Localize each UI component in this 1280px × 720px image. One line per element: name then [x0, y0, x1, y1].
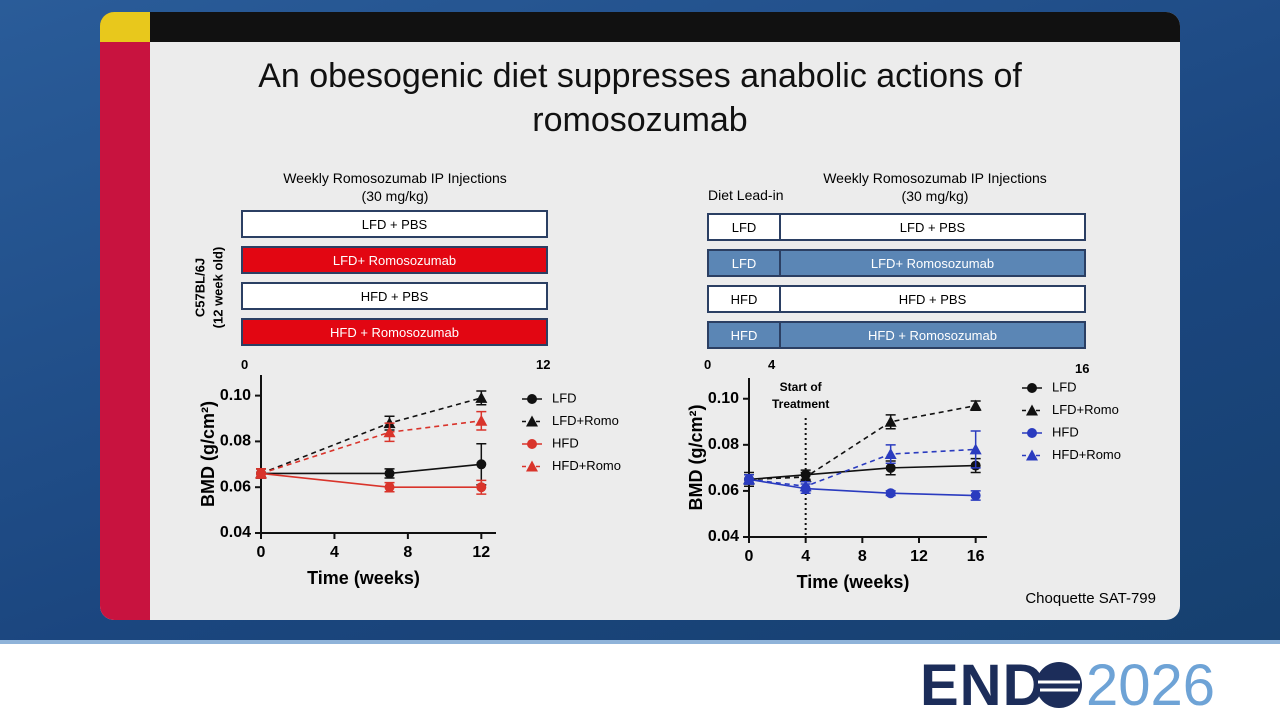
x-tick-label: 8 — [403, 544, 412, 561]
group-box: HFD + Romosozumab — [241, 318, 548, 346]
legend-label: LFD — [552, 390, 577, 405]
marker — [527, 394, 537, 404]
marker — [527, 439, 537, 449]
legend-label: LFD+Romo — [1052, 402, 1119, 417]
timeline-label: 4 — [768, 357, 776, 372]
series-line — [748, 404, 976, 481]
group-box: LFD+ Romosozumab — [241, 246, 548, 274]
marker — [1027, 383, 1037, 393]
marker — [969, 399, 982, 411]
marker — [799, 471, 812, 483]
footer-line — [0, 640, 1280, 644]
marker — [970, 490, 981, 501]
x-tick-label: 16 — [967, 548, 985, 565]
timeline-label: 12 — [536, 357, 551, 372]
lead-in: Diet Lead-in — [708, 187, 784, 203]
y-axis-label: BMD (g/cm²) — [198, 401, 218, 507]
x-tick-label: 12 — [910, 548, 928, 565]
marker — [476, 482, 487, 493]
marker — [884, 448, 897, 460]
marker — [1027, 428, 1037, 438]
design-header: Weekly Romosozumab IP Injections — [283, 170, 507, 186]
legend-label: HFD — [552, 435, 579, 450]
group-box: HFD + PBS — [779, 285, 1086, 313]
series-line — [260, 472, 482, 489]
series-line — [748, 448, 976, 488]
series-line — [260, 397, 482, 475]
y-tick-label: 0.04 — [708, 528, 739, 545]
logo-globe — [1036, 662, 1082, 708]
y-tick-label: 0.04 — [220, 524, 251, 541]
legend-label: LFD+Romo — [552, 413, 619, 428]
slide-title: An obesogenic diet suppresses anabolic a… — [258, 57, 1022, 139]
marker — [743, 473, 755, 485]
series-line — [260, 420, 482, 475]
design-header: (30 mg/kg) — [901, 188, 969, 204]
footer: END 2026 — [0, 640, 1280, 720]
marker — [1026, 449, 1038, 461]
y-tick-label: 0.06 — [220, 478, 251, 495]
y-tick-label: 0.08 — [220, 433, 251, 450]
x-tick-label: 4 — [801, 548, 810, 565]
x-axis-label: Time (weeks) — [307, 568, 420, 588]
group-box: LFD+ Romosozumab — [779, 249, 1086, 277]
y-tick-label: 0.08 — [708, 436, 739, 453]
marker — [885, 462, 896, 473]
legend-label: HFD+Romo — [1052, 447, 1121, 462]
timeline-label: 16 — [1075, 361, 1090, 376]
marker — [255, 467, 267, 479]
slide: An obesogenic diet suppresses anabolic a… — [100, 12, 1180, 620]
citation: Choquette SAT-799 — [1025, 590, 1156, 607]
logo-year: 2026 — [1086, 653, 1216, 718]
marker — [969, 443, 982, 455]
marker — [1026, 404, 1038, 416]
marker — [383, 426, 396, 438]
annotation-text: Start of — [780, 380, 823, 394]
legend-label: HFD+Romo — [552, 458, 621, 473]
group-box: HFD + Romosozumab — [779, 321, 1086, 349]
legend-label: HFD — [1052, 424, 1079, 439]
design-header: (30 mg/kg) — [361, 188, 429, 204]
y-tick-label: 0.10 — [708, 390, 739, 407]
group-box: LFD + PBS — [241, 210, 548, 238]
legend-label: LFD — [1052, 379, 1077, 394]
series-line — [748, 478, 976, 497]
marker — [526, 460, 538, 472]
x-tick-label: 4 — [330, 544, 339, 561]
y-axis-label: BMD (g/cm²) — [686, 405, 706, 511]
x-axis-label: Time (weeks) — [797, 572, 910, 592]
design-header: Weekly Romosozumab IP Injections — [823, 170, 1047, 186]
y-tick-label: 0.06 — [708, 482, 739, 499]
group-box: HFD + PBS — [241, 282, 548, 310]
x-tick-label: 8 — [858, 548, 867, 565]
corner — [100, 12, 150, 42]
series-line — [748, 464, 976, 481]
series-line — [261, 463, 482, 475]
annotation-text: Treatment — [772, 397, 829, 411]
marker — [475, 414, 488, 426]
timeline-label: 0 — [704, 357, 712, 372]
diet-box: HFD — [707, 321, 781, 349]
group-box: LFD + PBS — [779, 213, 1086, 241]
x-tick-label: 12 — [472, 544, 490, 561]
diet-box: HFD — [707, 285, 781, 313]
marker — [884, 415, 897, 427]
side-bar — [100, 42, 150, 620]
y-tick-label: 0.10 — [220, 387, 251, 404]
x-tick-label: 0 — [745, 548, 754, 565]
marker — [384, 468, 395, 479]
timeline-label: 0 — [241, 357, 249, 372]
marker — [384, 482, 395, 493]
logo-brand: END — [920, 653, 1046, 718]
marker — [526, 415, 538, 427]
marker — [885, 488, 896, 499]
top-bar — [100, 12, 1180, 42]
marker — [475, 391, 488, 403]
marker — [476, 459, 487, 470]
marker — [799, 480, 812, 492]
x-tick-label: 0 — [257, 544, 266, 561]
